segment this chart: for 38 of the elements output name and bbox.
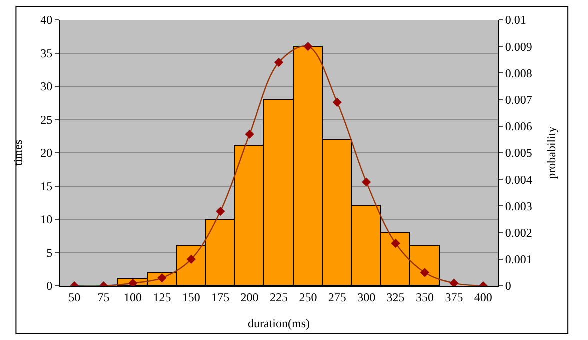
x-tick-label: 200 (240, 290, 259, 304)
y-tick-label: 40 (40, 13, 53, 28)
x-tick-label: 150 (182, 290, 200, 304)
x-tick-label: 325 (386, 290, 405, 304)
y-tick-label: 10 (40, 212, 53, 227)
y2-tick-label: 0.01 (505, 13, 526, 28)
y2-tick-label: 0.004 (505, 172, 532, 187)
y-tick-label: 20 (40, 146, 53, 160)
y-tick-label: 0 (46, 279, 53, 294)
x-tick-label: 300 (358, 290, 376, 304)
y-tick-label: 5 (46, 246, 53, 260)
y2-tick-label: 0.003 (505, 199, 532, 214)
x-tick-label: 225 (270, 290, 288, 304)
x-tick-label: 100 (124, 290, 142, 304)
x-axis-title: duration(ms) (248, 316, 310, 330)
y-axis-title: times (10, 140, 25, 166)
x-tick-label: 375 (445, 290, 464, 304)
x-tick-label: 275 (328, 290, 346, 304)
y2-tick-label: 0.008 (505, 66, 532, 80)
x-tick-label: 400 (474, 290, 492, 304)
y2-tick-label: 0 (505, 279, 512, 294)
y2-tick-label: 0.005 (505, 146, 532, 160)
y-tick-label: 15 (40, 179, 53, 194)
y2-tick-label: 0.002 (505, 226, 532, 240)
y2-tick-label: 0.001 (505, 252, 532, 267)
y-tick-label: 25 (40, 112, 53, 127)
x-tick-label: 175 (212, 290, 230, 304)
y-tick-label: 30 (40, 80, 53, 94)
y2-tick-label: 0.007 (505, 93, 532, 107)
x-tick-label: 125 (153, 290, 172, 304)
x-tick-label: 75 (98, 290, 110, 304)
y-tick-label: 35 (40, 46, 53, 60)
x-tick-label: 350 (416, 290, 434, 304)
y2-tick-label: 0.009 (505, 40, 532, 54)
y2-tick-label: 0.006 (505, 120, 532, 134)
x-tick-label: 50 (68, 290, 81, 304)
x-tick-label: 250 (299, 290, 318, 304)
y2-axis-title: probability (544, 126, 558, 180)
